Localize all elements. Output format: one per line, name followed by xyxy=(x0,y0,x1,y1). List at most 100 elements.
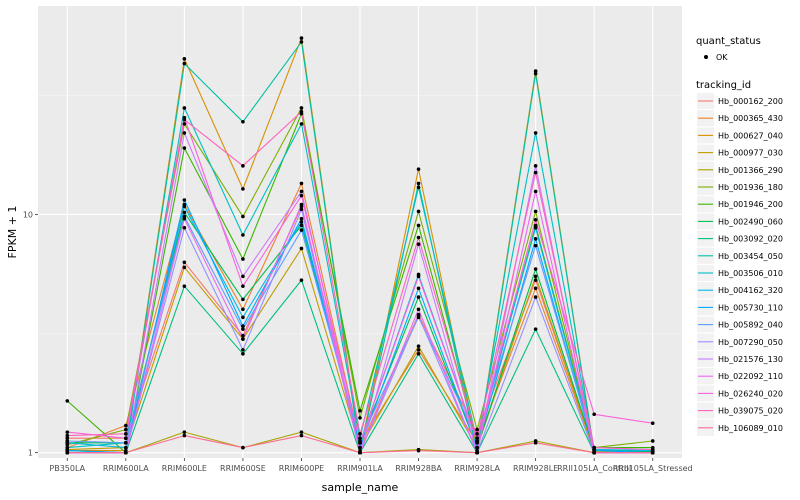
x-axis: PB350LA RRIM600LA RRIM600LE RRIM600SE RRIM60… xyxy=(49,458,693,473)
data-point xyxy=(533,327,538,331)
data-point xyxy=(533,295,538,299)
legend-label: Hb_000365_430 xyxy=(718,114,783,123)
data-point xyxy=(241,307,245,312)
data-point xyxy=(416,352,421,356)
legend: quant_status OK tracking_id Hb_000162_20… xyxy=(696,36,783,436)
x-axis-title: sample_name xyxy=(322,481,399,494)
data-point xyxy=(358,445,362,450)
tracking-id-legend-title: tracking_id xyxy=(696,80,751,91)
data-point xyxy=(182,122,187,126)
data-point xyxy=(299,36,304,40)
x-tick-label: RRIM600LE xyxy=(162,464,207,473)
data-point xyxy=(592,450,596,455)
data-point xyxy=(533,71,538,76)
data-point xyxy=(241,337,245,341)
x-tick-label: RRII105LA_Stressed xyxy=(613,464,693,473)
legend-label: Hb_003506_010 xyxy=(718,269,783,278)
data-point xyxy=(65,439,70,443)
x-tick-label: RRIM600PE xyxy=(279,464,325,473)
legend-label: Hb_026240_020 xyxy=(718,389,783,398)
data-point xyxy=(65,445,70,450)
data-point xyxy=(533,274,538,279)
data-point xyxy=(475,432,479,436)
quant-status-legend-title: quant_status xyxy=(696,36,761,47)
data-point xyxy=(416,274,421,279)
quant-status-key-dot xyxy=(704,55,708,59)
x-tick-label: RRIM928LE xyxy=(513,464,558,473)
data-point xyxy=(533,164,538,168)
data-point xyxy=(182,204,187,209)
y-tick-label: 1 xyxy=(28,449,33,458)
legend-label: Hb_000162_200 xyxy=(718,97,783,106)
data-point xyxy=(650,421,655,425)
data-point xyxy=(124,445,128,450)
data-point xyxy=(416,223,421,228)
data-point xyxy=(182,146,187,150)
data-point xyxy=(416,448,421,453)
data-point xyxy=(592,445,596,450)
x-tick-label: RRIM600SE xyxy=(220,464,266,473)
data-point xyxy=(124,427,128,432)
x-tick-label: RRIM901LA xyxy=(337,464,383,473)
data-point xyxy=(299,430,304,434)
data-point xyxy=(416,295,421,299)
data-point xyxy=(241,214,245,219)
legend-label: Hb_002490_060 xyxy=(718,217,783,226)
data-point xyxy=(358,416,362,420)
data-point xyxy=(416,242,421,247)
x-tick-label: PB350LA xyxy=(49,464,85,473)
data-point xyxy=(299,223,304,228)
data-point xyxy=(299,207,304,212)
data-point xyxy=(124,441,128,445)
data-point xyxy=(299,189,304,194)
data-point xyxy=(533,243,538,248)
data-point xyxy=(358,432,362,436)
data-point xyxy=(241,233,245,237)
data-point xyxy=(416,344,421,348)
data-point xyxy=(533,237,538,241)
x-tick-label: RRIM928LA xyxy=(454,464,500,473)
data-point xyxy=(241,333,245,338)
data-point xyxy=(241,352,245,356)
data-point xyxy=(182,198,187,202)
data-point xyxy=(533,217,538,222)
data-point xyxy=(416,209,421,214)
y-axis-title: FPKM + 1 xyxy=(6,206,19,259)
data-point xyxy=(241,445,245,450)
legend-label: Hb_004162_320 xyxy=(718,286,783,295)
y-tick-label: 10 xyxy=(23,210,33,219)
data-point xyxy=(416,307,421,312)
data-point xyxy=(182,430,187,434)
data-point xyxy=(124,423,128,428)
legend-label: Hb_001946_200 xyxy=(718,200,783,209)
data-point xyxy=(241,297,245,302)
data-point xyxy=(182,210,187,215)
data-point xyxy=(182,265,187,270)
data-point xyxy=(533,209,538,214)
legend-label: Hb_022092_110 xyxy=(718,372,783,381)
data-point xyxy=(592,412,596,417)
data-point xyxy=(358,408,362,413)
data-point xyxy=(650,447,655,452)
data-point xyxy=(241,119,245,124)
data-point xyxy=(182,57,187,61)
data-point xyxy=(299,246,304,251)
data-point xyxy=(241,315,245,320)
data-point xyxy=(299,109,304,114)
x-tick-label: RRIM928BA xyxy=(395,464,442,473)
data-point xyxy=(124,436,128,441)
data-point xyxy=(650,450,655,455)
legend-label: Hb_005892_040 xyxy=(718,321,783,330)
data-point xyxy=(475,445,479,450)
data-point xyxy=(533,441,538,445)
data-point xyxy=(358,450,362,455)
y-axis: 1 10 xyxy=(23,210,38,458)
data-point xyxy=(416,185,421,190)
data-point xyxy=(241,257,245,261)
data-point xyxy=(241,164,245,168)
data-point xyxy=(475,427,479,432)
data-point xyxy=(182,433,187,438)
data-point xyxy=(65,430,70,434)
data-point xyxy=(416,235,421,240)
